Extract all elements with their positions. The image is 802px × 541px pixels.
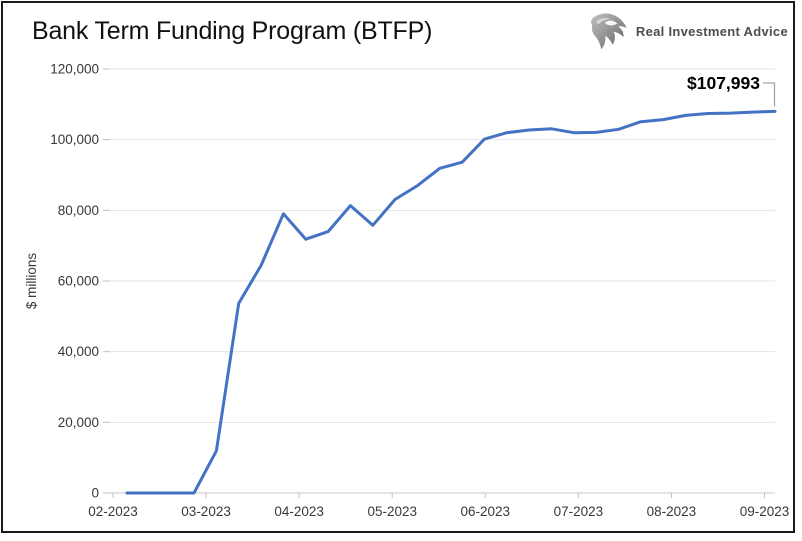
y-tick-label: 100,000 — [50, 132, 99, 147]
x-tick-label: 02-2023 — [88, 504, 138, 519]
x-tick-label: 06-2023 — [461, 504, 511, 519]
y-tick-label: 40,000 — [58, 344, 99, 359]
eagle-icon — [590, 13, 627, 50]
chart-title: Bank Term Funding Program (BTFP) — [32, 17, 433, 45]
y-tick-label: 0 — [91, 486, 99, 501]
annotation-leader-line — [763, 82, 776, 107]
y-tick-label: 20,000 — [58, 415, 99, 430]
brand-logo: Real Investment Advice — [586, 8, 788, 54]
y-tick-label: 80,000 — [58, 203, 99, 218]
x-tick-label: 09-2023 — [740, 504, 790, 519]
y-tick-label: 120,000 — [50, 62, 99, 77]
x-tick-label: 03-2023 — [181, 504, 231, 519]
y-axis-title: $ millions — [24, 253, 39, 310]
x-tick-label: 07-2023 — [554, 504, 604, 519]
x-tick-label: 04-2023 — [274, 504, 324, 519]
y-tick-label: 60,000 — [58, 274, 99, 289]
brand-logo-text: Real Investment Advice — [635, 23, 788, 39]
x-tick-label: 08-2023 — [647, 504, 697, 519]
annotation-label: $107,993 — [687, 73, 760, 93]
x-tick-label: 05-2023 — [367, 504, 417, 519]
chart-frame — [1, 1, 795, 533]
btfp-series-line — [125, 109, 777, 495]
